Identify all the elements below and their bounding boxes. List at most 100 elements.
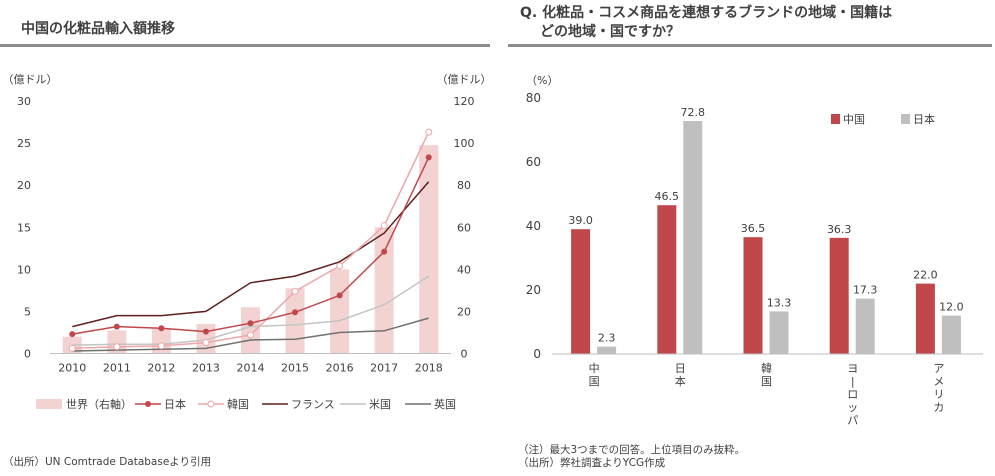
legend-swatch-japan: [901, 114, 910, 124]
bar-china: [571, 229, 591, 354]
right-axis-tick-label: 80: [457, 179, 471, 192]
x-axis-tick-label: 2013: [192, 362, 220, 375]
category-label-char: 国: [761, 375, 772, 388]
right-axis-tick-label: 120: [454, 95, 475, 108]
data-point-marker: [336, 292, 343, 299]
category-label-char: ロ: [847, 388, 858, 401]
bar-value-label: 12.0: [939, 301, 964, 314]
series-line: [72, 317, 429, 352]
category-label-char: リ: [933, 388, 944, 401]
right-axis-tick-label: 20: [457, 305, 471, 318]
legend-swatch-world: [36, 399, 62, 409]
legend-label: 米国: [369, 398, 391, 411]
legend-label: 日本: [164, 397, 186, 411]
bar-china: [657, 205, 677, 354]
data-point-marker: [69, 331, 76, 338]
bar-value-label: 39.0: [568, 214, 593, 227]
data-point-marker: [247, 331, 254, 339]
import-trend-chart: （億ドル） （億ドル） 0 5 10 15 20 25 30 0 20 40 60 80 100 120 201…: [3, 73, 492, 411]
legend-label-japan: 日本: [913, 112, 935, 126]
data-point-marker: [158, 325, 165, 332]
right-axis-tick-label: 60: [457, 221, 471, 234]
y-axis-tick-label: 40: [526, 219, 541, 233]
legend-label: 韓国: [227, 398, 249, 411]
data-point-marker: [113, 343, 121, 351]
data-point-marker: [202, 339, 210, 347]
left-axis-tick-label: 5: [24, 305, 31, 318]
category-label-char: ッ: [847, 401, 858, 414]
right-note: （注）最大3つまでの回答。上位項目のみ抜粋。: [518, 444, 746, 456]
bar-china: [829, 237, 849, 354]
bar-value-label: 13.3: [767, 296, 792, 309]
data-point-marker: [291, 287, 299, 295]
data-point-marker: [425, 128, 433, 136]
left-title-rule: [0, 44, 490, 47]
y-axis-tick-label: 0: [533, 347, 541, 361]
bar-value-label: 17.3: [853, 284, 878, 297]
world-import-bar: [419, 145, 439, 354]
bar-china: [743, 237, 763, 354]
bar-value-label: 46.5: [655, 190, 680, 203]
data-point-marker: [68, 344, 76, 352]
bar-china: [915, 283, 935, 354]
data-point-marker: [157, 342, 165, 350]
category-label-char: |: [851, 375, 855, 388]
series-line: [72, 181, 430, 328]
x-axis-tick-label: 2014: [237, 362, 265, 375]
right-axis-tick-label: 100: [454, 137, 475, 150]
left-axis-unit: （億ドル）: [3, 73, 58, 86]
bar-japan: [855, 298, 875, 354]
right-axis-tick-label: 0: [461, 348, 468, 361]
category-label-char: 国: [589, 375, 600, 388]
bar-japan: [683, 121, 703, 354]
legend-marker: [207, 400, 215, 408]
category-label-char: ア: [933, 362, 944, 375]
bar-value-label: 72.8: [681, 106, 706, 119]
left-axis-tick-label: 10: [17, 263, 31, 276]
bar-value-label: 36.3: [827, 223, 852, 236]
legend-label-china: 中国: [843, 113, 865, 126]
x-axis-tick-label: 2015: [281, 362, 309, 375]
data-point-marker: [247, 320, 254, 327]
legend-label: 英国: [434, 397, 456, 411]
bar-value-label: 2.3: [598, 332, 616, 345]
y-axis-tick-label: 20: [526, 283, 541, 297]
category-label-char: 日: [675, 362, 686, 375]
right-panel-title-line2: どの地域・国ですか？: [540, 24, 680, 40]
left-panel-title: 中国の化粧品輸入額推移: [21, 21, 175, 37]
right-panel-title-line1: Q. 化粧品・コスメ商品を連想するブランドの地域・国籍は: [520, 5, 893, 21]
x-axis-tick-label: 2016: [326, 362, 354, 375]
right-source-note: （出所）弊社調査よりYCG作成: [518, 457, 666, 469]
x-axis-tick-label: 2017: [370, 362, 398, 375]
category-label-char: ヨ: [847, 362, 858, 375]
x-axis-tick-label: 2011: [103, 362, 131, 375]
left-source-note: （出所）UN Comtrade Databaseより引用: [3, 456, 212, 468]
legend-label: フランス: [291, 398, 335, 411]
bar-japan: [597, 346, 617, 354]
category-label-char: 本: [675, 374, 686, 388]
world-import-bar: [285, 288, 305, 354]
y-axis-tick-label: 80: [526, 91, 541, 105]
bar-value-label: 36.5: [741, 222, 766, 235]
x-axis-tick-label: 2010: [58, 362, 86, 375]
right-title-rule: [508, 44, 992, 47]
series-line: [72, 275, 430, 346]
legend-marker: [145, 401, 151, 407]
world-import-bar: [330, 269, 350, 354]
y-axis-tick-label: 60: [526, 155, 541, 169]
left-axis-tick-label: 0: [24, 348, 31, 361]
legend-label-world: 世界（右軸）: [66, 397, 132, 411]
category-label-char: メ: [933, 375, 944, 388]
category-label-char: 韓: [761, 362, 772, 375]
data-point-marker: [292, 309, 299, 316]
data-point-marker: [202, 328, 209, 335]
category-label-char: パ: [847, 414, 858, 427]
bar-value-label: 22.0: [913, 269, 938, 282]
left-axis-tick-label: 25: [17, 137, 31, 150]
data-point-marker: [425, 154, 432, 161]
left-axis-tick-label: 20: [17, 179, 31, 192]
right-axis-tick-label: 40: [457, 263, 471, 276]
data-point-marker: [113, 323, 120, 330]
left-axis-tick-label: 30: [17, 95, 31, 108]
legend-swatch-china: [831, 114, 840, 124]
